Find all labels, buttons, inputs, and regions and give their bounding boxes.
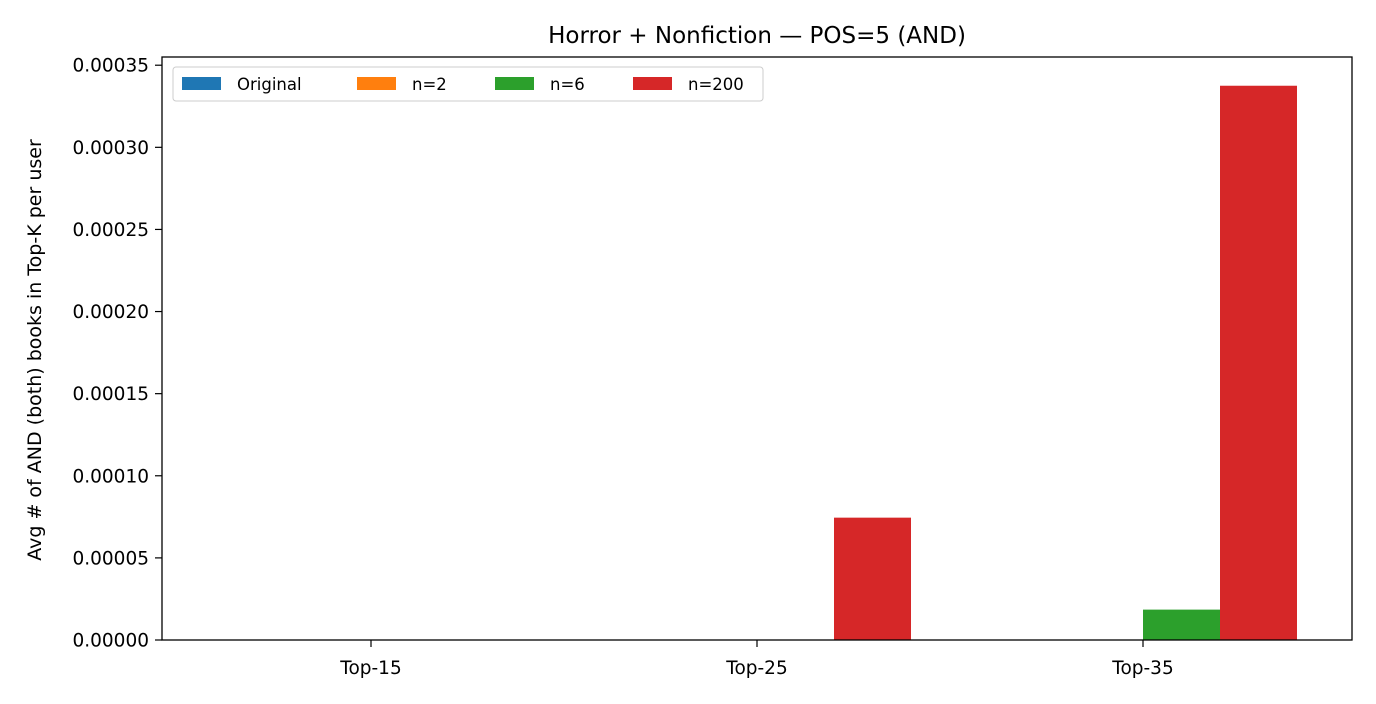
y-tick-label: 0.00000 bbox=[72, 631, 149, 652]
legend: Original n=2 n=6 n=200 bbox=[172, 66, 764, 102]
legend-swatch bbox=[495, 77, 534, 90]
bar-n6-top-35 bbox=[1143, 609, 1220, 640]
y-tick-label: 0.00015 bbox=[72, 384, 149, 405]
legend-swatch bbox=[182, 77, 221, 90]
legend-swatch bbox=[357, 77, 396, 90]
y-axis-label: Avg # of AND (both) books in Top-K per u… bbox=[24, 139, 46, 561]
x-tick-label: Top-25 bbox=[725, 658, 787, 679]
x-tick-label: Top-15 bbox=[339, 658, 401, 679]
legend-label: Original bbox=[237, 75, 302, 94]
y-tick-label: 0.00030 bbox=[72, 138, 149, 159]
y-tick-label: 0.00035 bbox=[72, 56, 149, 77]
y-tick-label: 0.00025 bbox=[72, 220, 149, 241]
y-tick-label: 0.00010 bbox=[72, 466, 149, 487]
legend-swatch bbox=[633, 77, 672, 90]
chart-title: Horror + Nonfiction — POS=5 (AND) bbox=[548, 23, 966, 49]
bar-n200-top-35 bbox=[1220, 85, 1297, 640]
legend-label: n=200 bbox=[688, 75, 744, 94]
legend-label: n=2 bbox=[412, 75, 447, 94]
bar-n200-top-25 bbox=[834, 517, 911, 640]
legend-box bbox=[172, 66, 764, 102]
bars-layer bbox=[834, 85, 1297, 640]
y-tick-label: 0.00005 bbox=[72, 548, 149, 569]
x-axis: Top-15 Top-25 Top-35 bbox=[339, 640, 1174, 679]
x-tick-label: Top-35 bbox=[1111, 658, 1173, 679]
plot-frame bbox=[161, 56, 1353, 641]
y-tick-label: 0.00020 bbox=[72, 302, 149, 323]
y-axis: 0.00000 0.00005 0.00010 0.00015 0.00020 0.000… bbox=[72, 56, 162, 652]
legend-label: n=6 bbox=[550, 75, 585, 94]
